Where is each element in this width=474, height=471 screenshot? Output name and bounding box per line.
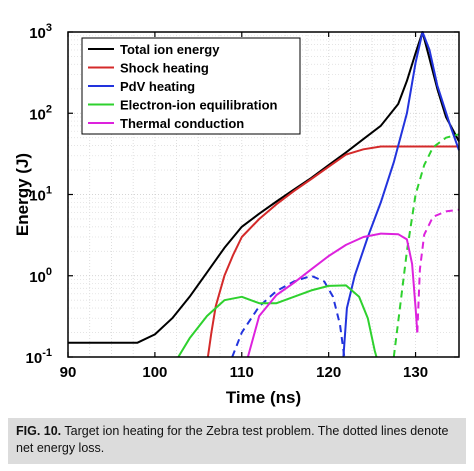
y-tick-label: 102 xyxy=(29,103,52,123)
y-tick-label: 10-1 xyxy=(26,347,52,367)
legend-label: PdV heating xyxy=(120,79,195,94)
x-tick-label: 130 xyxy=(403,364,428,381)
x-tick-label: 110 xyxy=(230,364,254,381)
y-tick-exponent: -1 xyxy=(42,347,52,359)
y-tick-exponent: 0 xyxy=(46,266,52,278)
series-line-pdv-heating xyxy=(342,31,460,358)
x-tick-label: 120 xyxy=(316,364,341,381)
x-axis-title: Time (ns) xyxy=(226,388,301,407)
series-line-thermal-conduction-dashed xyxy=(416,208,460,333)
legend-box xyxy=(81,37,301,135)
y-axis-title: Energy (J) xyxy=(13,153,32,236)
y-tick-exponent: 1 xyxy=(46,185,52,197)
caption-text: Target ion heating for the Zebra test pr… xyxy=(16,424,449,455)
chart-figure: 90 100 110 120 130 10-1 100 101 102 103 Time (ns)… xyxy=(13,22,460,407)
y-tick-exponent: 2 xyxy=(46,103,52,115)
caption-label: FIG. 10. xyxy=(16,424,62,438)
series-line-pdv-heating-dashed xyxy=(231,274,346,358)
legend-label: Electron-ion equilibration xyxy=(120,98,278,113)
series-line-electron-ion-equilibration-dashed xyxy=(392,133,460,358)
x-tick-label: 100 xyxy=(142,364,167,381)
legend-label: Shock heating xyxy=(120,61,209,76)
series-line-thermal-conduction xyxy=(246,232,419,358)
x-tick-label: 90 xyxy=(60,364,77,381)
plot-series xyxy=(68,31,460,358)
legend-label: Total ion energy xyxy=(120,42,220,57)
series-line-shock-heating xyxy=(206,145,459,358)
legend: Total ion energy Shock heating PdV heating… xyxy=(81,37,301,135)
y-tick-label: 101 xyxy=(29,185,52,205)
legend-label: Thermal conduction xyxy=(120,116,244,131)
series-line-electron-ion-equilibration xyxy=(177,284,378,358)
figure-caption: FIG. 10. Target ion heating for the Zebr… xyxy=(8,418,466,464)
y-tick-exponent: 3 xyxy=(46,22,52,34)
y-tick-label: 103 xyxy=(29,22,52,42)
y-tick-label: 100 xyxy=(29,266,52,286)
